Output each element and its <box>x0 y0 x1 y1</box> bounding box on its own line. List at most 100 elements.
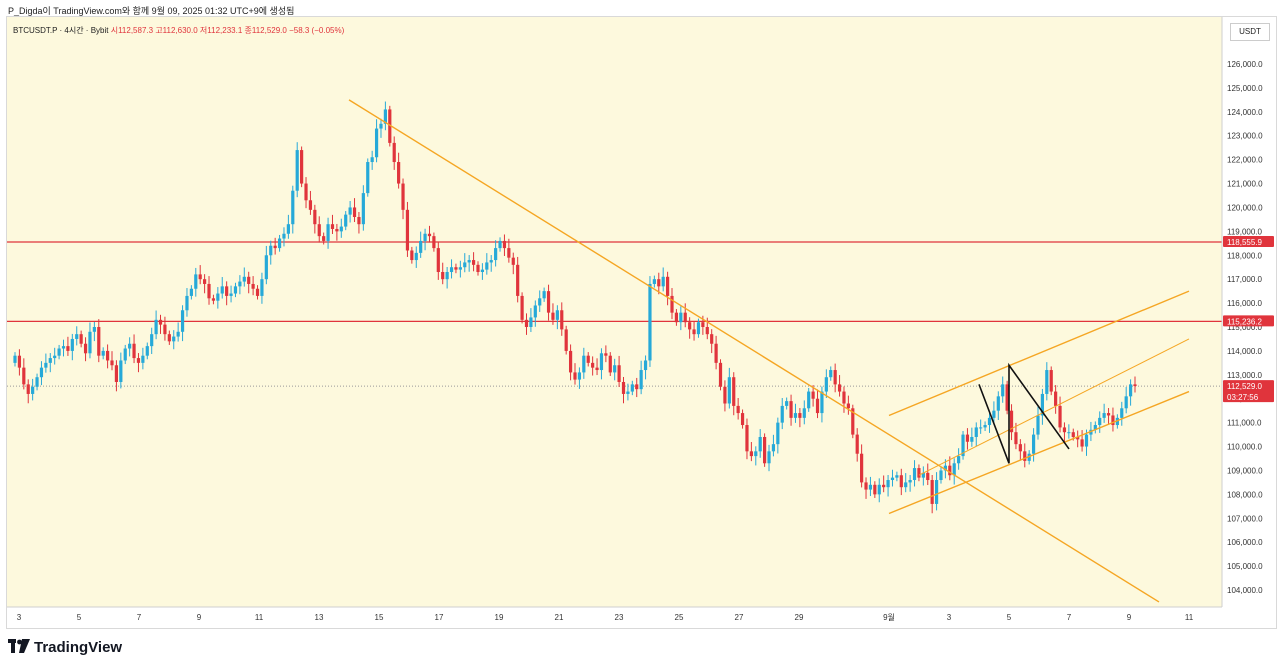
price-tag-last-bg <box>1223 380 1274 403</box>
rising-channel-lower-line <box>888 390 1190 515</box>
candle-body <box>1120 408 1124 418</box>
candle-body <box>855 434 859 454</box>
candle-body <box>476 264 480 273</box>
candle-body <box>251 283 255 289</box>
candle-body <box>449 267 454 273</box>
candle-body <box>1058 405 1062 428</box>
drawings-layer <box>348 99 1190 603</box>
candle-body <box>88 331 92 354</box>
candle-body <box>410 250 414 261</box>
time-tick-label: 3 <box>17 613 22 622</box>
descending-trendline-line <box>348 99 1160 603</box>
candle-body <box>917 468 921 478</box>
candle-body <box>150 334 154 347</box>
candle-body <box>846 403 850 409</box>
candle-body <box>1009 410 1014 433</box>
candle-body <box>379 123 383 129</box>
candle-body <box>683 312 687 323</box>
candle-body <box>639 370 643 390</box>
candle-body <box>727 377 731 404</box>
candle-body <box>868 484 873 490</box>
currency-unit-button[interactable]: USDT <box>1230 23 1270 41</box>
ohlc-close: 종112,529.0 <box>244 26 287 35</box>
candle-body <box>516 264 520 296</box>
candle-body <box>136 358 141 363</box>
candle-body <box>511 257 515 265</box>
candle-body <box>48 358 52 363</box>
candle-body <box>97 327 101 356</box>
candle-body <box>767 451 771 464</box>
price-tick-label: 119,000.0 <box>1227 227 1263 236</box>
candle-body <box>877 484 881 495</box>
candle-body <box>882 484 886 488</box>
candle-body <box>837 384 842 392</box>
candle-body <box>401 183 405 210</box>
tradingview-logo: TradingView <box>8 639 122 657</box>
candle-body <box>957 456 961 464</box>
candle-body <box>749 451 753 457</box>
candle-body <box>357 217 361 225</box>
candle-body <box>1005 384 1009 411</box>
candle-body <box>454 267 458 270</box>
candle-body <box>326 224 330 241</box>
candle-body <box>304 183 308 201</box>
candle-body <box>352 207 357 218</box>
candle-body <box>793 413 798 418</box>
candle-body <box>383 109 387 124</box>
price-tick-label: 125,000.0 <box>1227 84 1263 93</box>
candle-body <box>987 417 992 426</box>
candle-body <box>679 312 683 323</box>
candle-body <box>723 386 727 404</box>
price-tick-label: 107,000.0 <box>1227 514 1263 523</box>
candle-body <box>912 468 917 481</box>
candle-body <box>432 236 436 249</box>
chart-frame[interactable]: 126,000.0 125,000.0 124,000.0 123,000.0 122,… <box>6 16 1277 629</box>
ohlc-change: −58.3 (−0.05%) <box>289 26 345 35</box>
price-tick-label: 110,000.0 <box>1227 443 1263 452</box>
candle-body <box>220 286 224 294</box>
candle-body <box>1093 425 1097 430</box>
candles-layer <box>13 101 1137 514</box>
candle-body <box>273 245 277 249</box>
candle-body <box>419 240 423 253</box>
candle-body <box>92 327 96 332</box>
candle-body <box>1001 384 1005 397</box>
candle-body <box>1133 384 1137 387</box>
candle-body <box>370 157 374 163</box>
symbol-name[interactable]: BTCUSDT.P · 4시간 · Bybit <box>13 26 109 35</box>
candle-body <box>180 310 185 332</box>
candle-body <box>904 482 908 488</box>
candle-body <box>26 384 30 394</box>
candle-body <box>467 260 471 263</box>
price-tick-label: 122,000.0 <box>1227 156 1263 165</box>
price-tick-label: 120,000.0 <box>1227 203 1263 212</box>
candle-body <box>66 346 70 351</box>
time-tick-label: 7 <box>137 613 142 622</box>
candle-body <box>860 453 864 483</box>
candle-body <box>1128 384 1133 397</box>
candle-body <box>123 348 127 361</box>
candle-body <box>361 193 365 225</box>
zigzag-pattern <box>978 362 1070 464</box>
candle-body <box>546 291 551 313</box>
price-tick-label: 111,000.0 <box>1227 419 1262 428</box>
candle-body <box>696 322 701 335</box>
candle-body <box>172 336 176 342</box>
price-tick-label: 113,000.0 <box>1227 371 1263 380</box>
price-tick-label: 104,000.0 <box>1227 586 1263 595</box>
price-tag-resistance-top: 118,555.9 <box>1227 238 1263 247</box>
candle-body <box>577 372 582 380</box>
time-tick-label: 5 <box>77 613 82 622</box>
chart-canvas[interactable]: 126,000.0 125,000.0 124,000.0 123,000.0 122,… <box>7 17 1276 628</box>
candle-body <box>648 283 652 361</box>
price-tick-label: 106,000.0 <box>1227 538 1263 547</box>
candle-body <box>282 233 286 239</box>
candle-body <box>657 279 661 287</box>
candle-body <box>216 293 220 301</box>
candle-body <box>176 331 180 337</box>
candle-body <box>604 353 608 356</box>
candle-body <box>1023 451 1027 461</box>
candle-body <box>996 396 1000 411</box>
candle-body <box>485 262 489 270</box>
candle-body <box>1071 432 1075 437</box>
